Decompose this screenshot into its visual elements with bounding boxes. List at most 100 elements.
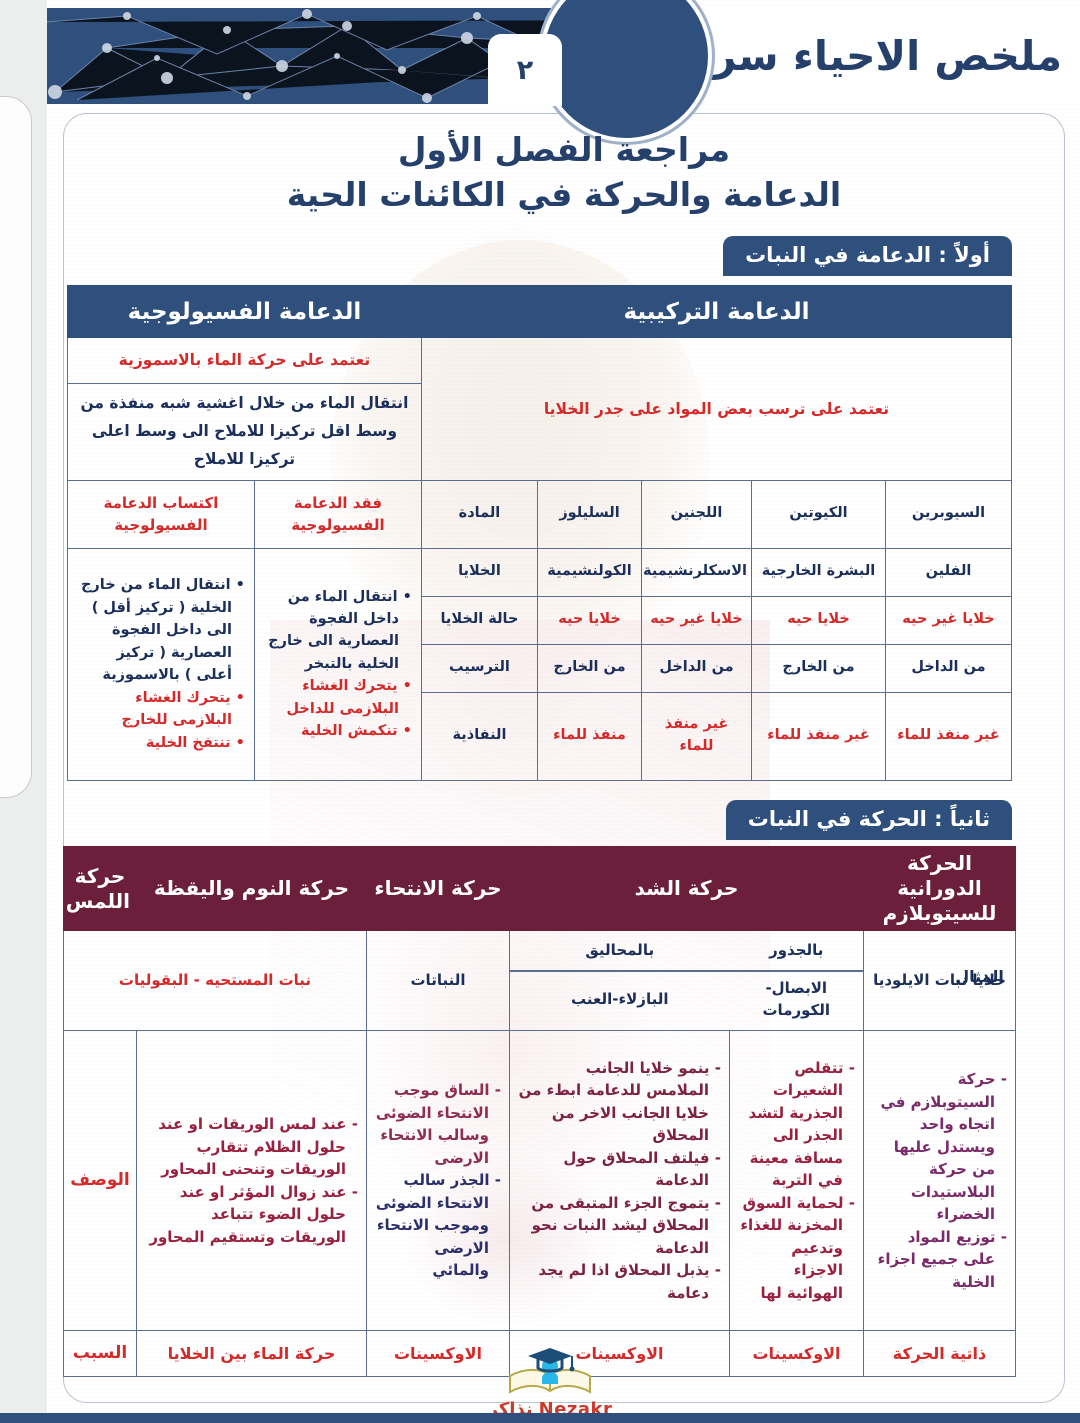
- description-roots: تتقلص الشعيرات الجذرية لتشد الجذر الى مس…: [729, 1030, 864, 1331]
- chapter-title: مراجعة الفصل الأول الدعامة والحركة في ال…: [63, 128, 1065, 217]
- row-label-cell-state: حالة الخلايا: [420, 595, 539, 645]
- cell-suberin-cells: الفلين: [885, 547, 1012, 597]
- cell-lignin-state: خلايا غير حيه: [641, 595, 752, 645]
- description-tendrils-item-4: يذبل المحلاق اذا لم يجد دعامة: [518, 1259, 721, 1304]
- description-roots-item-2: لحماية السوق المخزنة للغذاء وتدعيم الاجز…: [738, 1192, 855, 1305]
- description-tendrils-item-2: فيلتف المحلاق حول الدعامة: [518, 1147, 721, 1192]
- table-row-cells: الفلين البشرة الخارجية الاسكلرنشيمية الك…: [66, 547, 1012, 781]
- cell-suberin-deposition: من الداخل: [885, 643, 1012, 693]
- column-header-cutin: الكيوتين: [751, 479, 886, 549]
- gain-bullet-1: انتقال الماء من خارج الخلية ( تركيز أقل …: [77, 574, 245, 686]
- table-row-intro-1: تعتمد على ترسب بعض المواد على جدر الخلاي…: [66, 337, 1013, 481]
- structural-support-definition: تعتمد على ترسب بعض المواد على جدر الخلاي…: [420, 337, 1013, 481]
- cell-cellulose-state: خلايا حيه: [537, 595, 642, 645]
- subheader-roots: بالجذور: [729, 932, 863, 972]
- physiological-support-definition-1: تعتمد على حركة الماء بالاسموزية: [66, 337, 422, 384]
- example-tension-tendrils-group: بالمحاليق البازلاء-العنب: [509, 931, 730, 1031]
- description-cyclosis-item-1: حركة السيتوبلازم في اتجاه واحد ويستدل عل…: [872, 1068, 1007, 1226]
- cell-suberin-permeability: غير منفذ للماء: [885, 691, 1012, 781]
- loss-bullet-2: يتحرك الغشاء البلازمى للداخل: [264, 675, 412, 720]
- chapter-title-line-1: مراجعة الفصل الأول: [397, 130, 731, 169]
- example-tendrils: البازلاء-العنب: [571, 990, 669, 1009]
- example-touch-sleep: نبات المستحيه - البقوليات: [62, 930, 367, 1031]
- cell-cutin-state: خلايا حيه: [751, 595, 886, 645]
- table-row-cell-state: خلايا غير حيه خلايا حيه خلايا غير حيه خل…: [67, 595, 1012, 645]
- example-tension-roots-group: بالجذور الابصال-الكورمات: [729, 931, 864, 1031]
- cell-cutin-permeability: غير منفذ للماء: [751, 691, 886, 781]
- description-touch-sleep-item-1: عند لمس الوريقات او عند حلول الظلام تتقا…: [145, 1113, 358, 1181]
- description-tropism-item-1: الساق موجب الانتحاء الضوئى وسالب الانتحا…: [375, 1079, 501, 1169]
- header-cyclosis-movement: الحركة الدورانية للسيتوبلازم: [863, 846, 1016, 931]
- cell-cellulose-deposition: من الخارج: [537, 643, 642, 693]
- cell-cutin-deposition: من الخارج: [751, 643, 886, 693]
- header-physiological-support: الدعامة الفسيولوجية: [66, 285, 422, 338]
- graduation-cap-book-icon: [509, 1348, 591, 1394]
- masthead-swoosh-decoration: [544, 0, 708, 138]
- masthead-network-pattern: [47, 8, 682, 104]
- row-label-permeability: النفاذية: [420, 691, 539, 781]
- cell-cellulose-cells: الكولنشيمية: [537, 547, 642, 597]
- loss-bullet-1: انتقال الماء من داخل الفجوة العصارية الى…: [264, 586, 412, 676]
- table-row-intro-2: انتقال الماء من خلال اغشية شبه منفذة من …: [66, 383, 1011, 481]
- column-header-lignin: اللجنين: [641, 479, 752, 549]
- header-tension-movement: حركة الشد: [508, 846, 865, 931]
- table-row-description: حركة السيتوبلازم في اتجاه واحد ويستدل عل…: [62, 1030, 1016, 1331]
- table-row-column-headers: السيوبرين الكيوتين اللجنين السليلوز الما…: [66, 479, 1012, 549]
- table-row-headers: الحركة الدورانية للسيتوبلازم حركة الشد ح…: [62, 846, 1016, 931]
- physiological-support-definition-2: انتقال الماء من خلال اغشية شبه منفذة من …: [66, 383, 422, 481]
- movement-in-plants-table: الحركة الدورانية للسيتوبلازم حركة الشد ح…: [62, 846, 1016, 1377]
- loss-physiological-bullets: انتقال الماء من داخل الفجوة العصارية الى…: [253, 547, 422, 781]
- description-cyclosis-item-2: توزيع المواد على جميع اجزاء الخلية: [872, 1226, 1007, 1294]
- description-tendrils-item-3: يتموج الجزء المتبقى من المحلاق ليشد النب…: [518, 1192, 721, 1260]
- column-header-cellulose: السليلوز: [537, 479, 642, 549]
- reason-cyclosis: ذاتية الحركة: [863, 1330, 1016, 1377]
- page-gutter: [0, 0, 47, 1423]
- support-in-plants-table: الدعامة التركيبية الدعامة الفسيولوجية تع…: [66, 285, 1013, 781]
- page-number-value: ٢: [516, 54, 534, 86]
- header-sleep-movement: حركة النوم واليقظة: [135, 846, 367, 931]
- cell-cutin-cells: البشرة الخارجية: [751, 547, 886, 597]
- example-cyclosis: خلايا نبات الايلوديا: [863, 930, 1016, 1031]
- column-header-gain-physiological: اكتساب الدعامة الفسيولوجية: [66, 479, 255, 549]
- description-roots-item-1: تتقلص الشعيرات الجذرية لتشد الجذر الى مس…: [738, 1057, 855, 1192]
- masthead-title-area: ملخص الاحياء سر الحياة: [544, 0, 1080, 138]
- row-label-example: المثال: [955, 966, 1004, 986]
- description-touch-sleep: عند لمس الوريقات او عند حلول الظلام تتقا…: [135, 1030, 367, 1331]
- column-header-suberin: السيوبرين: [885, 479, 1012, 549]
- section-banner-movement: ثانياً : الحركة في النبات: [725, 800, 1012, 840]
- chapter-title-line-2: الدعامة والحركة في الكائنات الحية: [286, 174, 842, 214]
- masthead: ملخص الاحياء سر الحياة: [47, 0, 1080, 138]
- column-header-loss-physiological: فقد الدعامة الفسيولوجية: [253, 479, 422, 549]
- row-label-description: الوصف: [62, 1030, 137, 1331]
- table-row-permeability: غير منفذ للماء غير منفذ للماء غير منفذ ل…: [67, 691, 1012, 781]
- cell-suberin-state: خلايا غير حيه: [885, 595, 1012, 645]
- header-structural-support: الدعامة التركيبية: [420, 285, 1013, 338]
- reason-tropism: الاوكسينات: [365, 1330, 510, 1377]
- cell-lignin-cells: الاسكلرنشيمية: [641, 547, 752, 597]
- header-touch-movement: حركة اللمس: [62, 846, 137, 931]
- subheader-tendrils: بالمحاليق: [509, 932, 730, 972]
- table-row-example: خلايا نبات الايلوديا بالجذور الابصال-الك…: [62, 930, 1016, 1031]
- example-tropism: النباتات: [365, 930, 510, 1031]
- column-header-material: المادة: [420, 479, 539, 549]
- row-label-deposition: الترسيب: [420, 643, 539, 693]
- content-card: [63, 113, 1065, 1403]
- gain-bullet-2: يتحرك الغشاء البلازمى للخارج: [77, 687, 245, 732]
- description-tendrils: ينمو خلايا الجانب الملامس للدعامة ابطء م…: [508, 1030, 731, 1331]
- row-label-reason: السبب: [62, 1330, 137, 1377]
- cell-lignin-deposition: من الداخل: [641, 643, 752, 693]
- cell-lignin-permeability: غير منفذ للماء: [641, 691, 752, 781]
- row-label-cells: الخلايا: [420, 547, 539, 597]
- description-tropism-item-2: الجذر سالب الانتحاء الضوئى وموجب الانتحا…: [375, 1169, 501, 1282]
- description-touch-sleep-item-2: عند زوال المؤثر او عند حلول الضوء تتباعد…: [145, 1181, 358, 1249]
- reason-roots: الاوكسينات: [729, 1330, 864, 1377]
- section-banner-support: أولاً : الدعامة في النبات: [723, 236, 1012, 276]
- reason-touch-sleep: حركة الماء بين الخلايا: [135, 1330, 367, 1377]
- description-cyclosis: حركة السيتوبلازم في اتجاه واحد ويستدل عل…: [863, 1030, 1016, 1331]
- example-roots: الابصال-الكورمات: [762, 979, 831, 1019]
- cell-cellulose-permeability: منفذ للماء: [537, 691, 642, 781]
- page-number-tab: ٢: [488, 34, 562, 106]
- loss-bullet-3: تنكمش الخلية: [264, 720, 412, 742]
- gain-bullet-3: تنتفخ الخلية: [77, 732, 245, 754]
